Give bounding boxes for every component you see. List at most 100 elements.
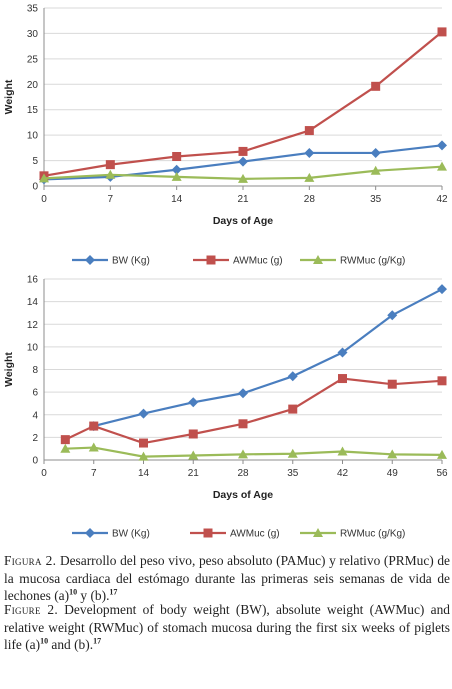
chart-1-point-bw-kg-35 (287, 371, 298, 382)
chart-1-series-line-bw-kg (93, 288, 443, 428)
chart-1-point-awmuc-g-56 (437, 376, 447, 386)
chart-0-point-awmuc-g-28 (304, 126, 314, 136)
chart-0-point-awmuc-g-21 (238, 146, 248, 156)
chart-1-legend-marker-bw-kg (85, 528, 95, 538)
chart-1-x-tick-label-49: 49 (387, 468, 399, 479)
chart-1-point-rwmuc-g-kg-49 (387, 449, 398, 459)
chart-1-y-tick-label-14: 14 (27, 297, 39, 308)
chart-0-point-awmuc-g-7 (105, 160, 115, 170)
chart-1-y-tick-label-0: 0 (32, 456, 38, 467)
chart-1-point-bw-kg-56 (437, 284, 447, 295)
chart-0-y-axis-title: Weight (3, 79, 15, 114)
chart-1-point-rwmuc-g-kg-42 (337, 446, 348, 456)
chart-0-y-tick-label-0: 0 (32, 182, 38, 193)
chart-1-point-awmuc-g-42 (338, 374, 347, 384)
chart-1-legend-marker-awmuc-g (203, 528, 213, 538)
chart-0-y-tick-label-20: 20 (27, 80, 39, 91)
caption-english-mid: and (b). (48, 637, 94, 652)
chart-1-point-rwmuc-g-kg-3 (60, 443, 71, 453)
chart-0-point-awmuc-g-14 (172, 152, 182, 162)
chart-1-point-awmuc-g-35 (288, 404, 298, 414)
caption-spanish: Figura 2. Desarrollo del peso vivo, peso… (4, 552, 450, 605)
chart-1-y-tick-label-16: 16 (27, 275, 39, 286)
caption-english: Figure 2. Development of body weight (BW… (4, 601, 450, 654)
chart-a: 0 5 10 15 20 25 30 35 0 7 14 21 28 35 42 Days of Age Wei… (3, 4, 448, 267)
caption-spanish-text: Desarrollo del peso vivo, peso absoluto … (4, 553, 450, 603)
caption-english-ref-b: 17 (93, 636, 102, 646)
chart-0-point-rwmuc-g-kg-42 (437, 161, 447, 171)
chart-0-legend-label-bw-kg: BW (Kg) (112, 256, 150, 267)
chart-1-series-line-awmuc-g (64, 377, 443, 445)
chart-0-x-tick-label-21: 21 (237, 194, 249, 205)
chart-1-y-axis-title: Weight (3, 352, 15, 387)
chart-1-legend-marker-rwmuc-g-kg (313, 528, 323, 537)
chart-0-x-tick-label-0: 0 (41, 194, 47, 205)
chart-0-legend-label-rwmuc-g-kg: RWMuc (g/Kg) (340, 256, 405, 267)
chart-0-x-tick-label-14: 14 (171, 194, 183, 205)
chart-1-y-tick-label-12: 12 (27, 320, 39, 331)
chart-0-point-bw-kg-14 (171, 164, 182, 175)
chart-1-x-tick-label-42: 42 (337, 468, 349, 479)
chart-0-x-tick-label-28: 28 (304, 194, 316, 205)
chart-0-legend-marker-bw-kg (85, 255, 95, 265)
chart-0-x-tick-label-35: 35 (370, 194, 382, 205)
caption-spanish-mid: y (b). (77, 588, 110, 603)
chart-1-point-awmuc-g-14 (139, 438, 148, 448)
chart-1-series-line-rwmuc-g-kg (65, 446, 443, 458)
chart-1-legend-label-bw-kg: BW (Kg) (112, 529, 150, 540)
caption-english-text: Development of body weight (BW), absolut… (4, 602, 450, 652)
chart-0-point-bw-kg-35 (370, 147, 381, 158)
chart-1-legend-label-rwmuc-g-kg: RWMuc (g/Kg) (340, 529, 405, 540)
chart-0-y-tick-label-10: 10 (27, 131, 39, 142)
caption-english-label: Figure 2. (4, 602, 58, 617)
chart-0-y-tick-label-30: 30 (27, 29, 39, 40)
chart-b: 0 2 4 6 8 10 12 14 16 0 7 14 21 28 35 42 49 56 Days of Age… (3, 275, 448, 540)
chart-0-x-axis-title: Days of Age (213, 215, 273, 227)
chart-0-x-tick-label-7: 7 (108, 194, 114, 205)
chart-0-legend-label-awmuc-g: AWMuc (g) (233, 256, 283, 267)
chart-1-x-tick-label-7: 7 (91, 468, 97, 479)
chart-1-point-bw-kg-42 (337, 347, 348, 358)
chart-1-point-bw-kg-49 (387, 310, 398, 321)
caption-spanish-label: Figura 2. (4, 553, 57, 568)
chart-1-x-tick-label-14: 14 (138, 468, 150, 479)
chart-1-x-tick-label-21: 21 (188, 468, 200, 479)
chart-1-point-rwmuc-g-kg-21 (188, 450, 199, 460)
chart-1-point-awmuc-g-7 (89, 421, 99, 431)
chart-1-point-rwmuc-g-kg-28 (238, 449, 248, 459)
chart-1-point-rwmuc-g-kg-7 (88, 442, 99, 452)
chart-1-x-tick-label-28: 28 (237, 468, 249, 479)
chart-1-point-bw-kg-14 (138, 408, 149, 419)
chart-0-y-tick-label-25: 25 (27, 54, 39, 65)
chart-0-point-rwmuc-g-kg-35 (370, 165, 381, 175)
chart-1-y-tick-label-8: 8 (32, 365, 38, 376)
chart-1-y-tick-label-10: 10 (27, 342, 39, 353)
chart-1-x-tick-label-35: 35 (287, 468, 299, 479)
chart-0-y-tick-label-15: 15 (27, 105, 39, 116)
chart-1-point-bw-kg-28 (238, 388, 248, 399)
chart-1-point-awmuc-g-49 (387, 379, 397, 389)
chart-0-y-tick-label-35: 35 (27, 4, 39, 15)
chart-0-point-bw-kg-21 (238, 156, 248, 167)
chart-1-legend-label-awmuc-g: AWMuc (g) (230, 529, 280, 540)
chart-0-point-bw-kg-28 (304, 147, 315, 158)
chart-1-point-rwmuc-g-kg-14 (138, 451, 149, 461)
chart-0-point-rwmuc-g-kg-7 (105, 169, 116, 179)
chart-1-y-tick-label-6: 6 (32, 388, 38, 399)
chart-1-point-bw-kg-21 (188, 397, 199, 408)
chart-0-x-tick-label-42: 42 (436, 194, 448, 205)
chart-1-point-awmuc-g-28 (238, 419, 248, 429)
chart-1-y-tick-label-4: 4 (32, 410, 38, 421)
chart-1-x-axis-title: Days of Age (213, 489, 273, 501)
chart-0-point-rwmuc-g-kg-0 (39, 173, 49, 183)
chart-1-point-awmuc-g-21 (188, 429, 198, 439)
chart-1-point-rwmuc-g-kg-56 (437, 449, 447, 459)
chart-0-point-awmuc-g-35 (371, 81, 381, 91)
chart-1-point-rwmuc-g-kg-35 (287, 448, 298, 458)
chart-0-point-awmuc-g-42 (437, 27, 447, 37)
chart-0-point-bw-kg-42 (437, 140, 447, 151)
chart-0-legend-marker-awmuc-g (206, 255, 216, 265)
chart-0-point-rwmuc-g-kg-28 (304, 172, 315, 182)
chart-0-y-tick-label-5: 5 (32, 156, 38, 167)
chart-1-x-tick-label-56: 56 (436, 468, 448, 479)
